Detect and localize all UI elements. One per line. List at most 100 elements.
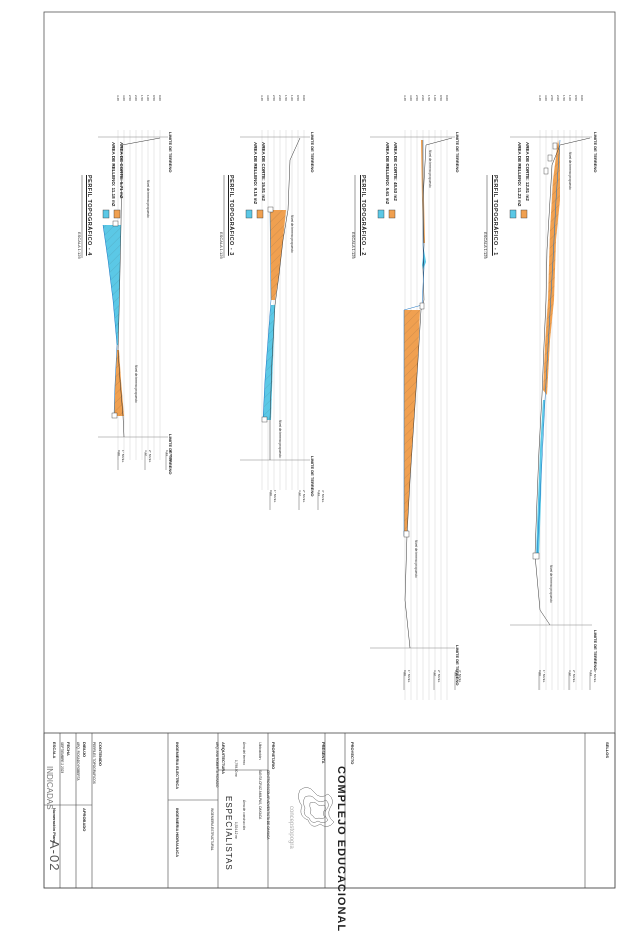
- profile-3-elev-4: 1.50: [284, 95, 288, 101]
- profile-2-elev-2: 2.50: [415, 95, 419, 101]
- profile-2-main-fill-area-hatch: [404, 310, 420, 535]
- profile-1-elev-6: 0.50: [574, 95, 578, 101]
- profile-1-grade-label-end: Nivel de terreno propuesto: [549, 565, 553, 603]
- profile-1-elev-5: 1.00: [568, 95, 572, 101]
- profile-1-elevation-grid: [539, 130, 583, 690]
- profile-3-proposed-terrain-line: [262, 209, 272, 421]
- profile-4-fill-area: AREA DE RELLENO: 11.18 m2: [111, 142, 116, 207]
- profile-3-elev-5: 1.00: [290, 95, 294, 101]
- profile-4-elev-1: 3.00: [122, 95, 126, 101]
- owner-label: PROPIETARIO: [271, 742, 276, 770]
- profile-3-level-3: 3° NIVEL 6.24: [317, 490, 325, 503]
- architecture-value: ARQ. ANA ROBERTA ROSADO: [215, 742, 219, 788]
- presenter-label: PRESENTA: [321, 742, 326, 764]
- profile-4-elev-0: 3.48: [116, 95, 120, 101]
- profile-1-elev-1: 3.00: [544, 95, 548, 101]
- profile-1-grade-label-start: Nivel de terreno propuesto: [568, 152, 572, 190]
- profile-1-boundary-start-label: LIMITE DE TERRENO: [593, 132, 598, 173]
- profile-4-level-2: 2° NIVEL 3.12: [144, 450, 152, 463]
- profile-4-elev-2: 2.50: [128, 95, 132, 101]
- area-value: 1,798.00 m²: [234, 760, 238, 778]
- electrical-label: INGENIERIA ELECTRICA: [175, 742, 180, 790]
- profile-4-level-3: 3° NIVEL 6.24: [165, 450, 173, 463]
- profile-2-title: PERFIL TOPOGRÁFICO - 2: [360, 175, 366, 256]
- profile-4-legend-cut-swatch: [102, 209, 110, 219]
- content-value: PERFILES TOPOGRAFICOS: [92, 742, 96, 784]
- profile-4-grade-label-end: Nivel de terreno propuesto: [134, 365, 138, 403]
- profile-4-boundary-start-label: LIMITE DE TERRENO: [168, 132, 173, 173]
- profile-2-level-3: 3° NIVEL 6.24: [454, 670, 462, 683]
- built-area-label: Área de construcción: [242, 800, 246, 830]
- profile-1-level-3: 3° NIVEL 6.24: [589, 670, 597, 683]
- profile-1-elev-2: 2.50: [550, 95, 554, 101]
- profile-3-level-1: 1° NIVEL 0.00: [269, 490, 277, 503]
- profile-3-boundary-start-label: LIMITE DE TERRENO: [310, 132, 315, 173]
- profile-4-cut-area: AREA DE CORTE: 5.71 m2: [119, 142, 124, 199]
- location-value: SANTA CRUZ AMILPAS, OAXACA: [258, 770, 262, 820]
- title-block-logo: [298, 787, 335, 827]
- profile-2-level-1: 1° NIVEL 0.00: [403, 670, 411, 683]
- profile-3-fill-area-hatch: [270, 210, 286, 300]
- scale-label: ESCALA: [52, 742, 57, 759]
- profile-3-elev-6: 0.50: [296, 95, 300, 101]
- profile-1-boundary-end-label: LIMITE DE TERRENO: [593, 630, 598, 671]
- profile-2-elev-5: 1.00: [433, 95, 437, 101]
- profile-2-proposed-terrain-line: [403, 140, 425, 536]
- profile-4-legend-fill-swatch: [113, 209, 121, 219]
- profile-2-building-steps: [403, 302, 425, 538]
- drawing-sheet: PERFIL TOPOGRÁFICO - 1 ESCALA 1:125 AREA…: [43, 11, 616, 932]
- approved-label: APROBADO: [82, 808, 87, 832]
- profile-2-grade-label-end: Nivel de terreno propuesto: [414, 540, 418, 578]
- profile-1-legend-cut-swatch: [509, 209, 517, 219]
- title-block-frame: [43, 732, 616, 889]
- profile-4-elev-7: 0.00: [158, 95, 162, 101]
- profile-3-boundary-end-label: LIMITE DE TERRENO: [310, 456, 315, 497]
- profile-1-proposed-terrain-line: [536, 139, 561, 557]
- stamp-label: SELLOS: [605, 742, 610, 759]
- profile-1-scale: ESCALA 1:125: [483, 232, 488, 259]
- profile-1-title: PERFIL TOPOGRÁFICO - 1: [492, 175, 498, 256]
- profile-3-legend-fill-swatch: [256, 209, 264, 219]
- profile-4-elevation-grid: [117, 130, 161, 460]
- profile-1-elev-4: 1.50: [562, 95, 566, 101]
- profile-2-elev-6: 0.50: [439, 95, 443, 101]
- profile-4-elev-3: 2.00: [134, 95, 138, 101]
- project-label: PROYECTO: [350, 742, 355, 765]
- drawing-value: ARQ. ROSADO ROBERTA: [76, 742, 80, 781]
- architecture-label: ARQUITECTURA: [221, 742, 226, 774]
- profile-3-elev-1: 3.00: [266, 95, 270, 101]
- profile-2-elev-7: 0.00: [445, 95, 449, 101]
- profile-1-cut-area-shape: [536, 400, 545, 556]
- profile-1-level-1: 1° NIVEL 0.00: [538, 670, 546, 683]
- profile-4-elev-5: 1.00: [146, 95, 150, 101]
- profile-1-fill-area: AREA DE RELLENO: 11.23 m2: [517, 142, 522, 207]
- hydraulic-label: INGENIERIA HIDRAULICA: [175, 808, 180, 858]
- profile-1-building-steps: [532, 142, 558, 560]
- profile-3-fill-area: AREA DE RELLENO: 9.15 m2: [253, 142, 258, 205]
- drawing-canvas: [43, 11, 616, 889]
- date-value: SEPTIEMBRE 2 2023: [60, 742, 64, 774]
- profile-2-elev-4: 1.50: [427, 95, 431, 101]
- date-label: FECHA: [66, 742, 71, 756]
- profile-4-building-steps: [111, 220, 119, 419]
- built-area-value: 1,524.12 m²: [234, 822, 238, 840]
- profile-2-grade-label-start: Nivel de terreno propuesto: [428, 150, 432, 188]
- project-name: COMPLEJO EDUCACIONAL: [335, 766, 347, 932]
- profile-2-elev-1: 3.00: [409, 95, 413, 101]
- profile-2-boundary-start-label: LIMITE DE TERRENO: [455, 132, 460, 173]
- profile-3-existing-terrain-line: [269, 137, 301, 460]
- profile-3-cut-area: AREA DE CORTE: 15.81 m2: [261, 142, 266, 201]
- profile-3-level-2: 2° NIVEL 3.12: [298, 490, 306, 503]
- structural-label: INGENIERIA ESTRUCTURAL: [210, 808, 214, 851]
- profile-3-scale: ESCALA 1:125: [219, 232, 224, 259]
- profile-4-existing-terrain-line: [117, 137, 161, 438]
- profile-3-elev-3: 2.00: [278, 95, 282, 101]
- profile-1-cut-area: AREA DE CORTE: 12.81 m2: [525, 142, 530, 201]
- profile-2-level-2: 2° NIVEL 3.12: [433, 670, 441, 683]
- profile-3-cut-area-hatch: [263, 305, 275, 420]
- profile-3-elevation-grid: [261, 130, 305, 490]
- profile-1-elev-0: 3.48: [538, 95, 542, 101]
- specialists-title: ESPECIALISTAS: [224, 796, 233, 871]
- profile-3-grade-label-start: Nivel de terreno propuesto: [290, 215, 294, 253]
- profile-3-elev-2: 2.50: [272, 95, 276, 101]
